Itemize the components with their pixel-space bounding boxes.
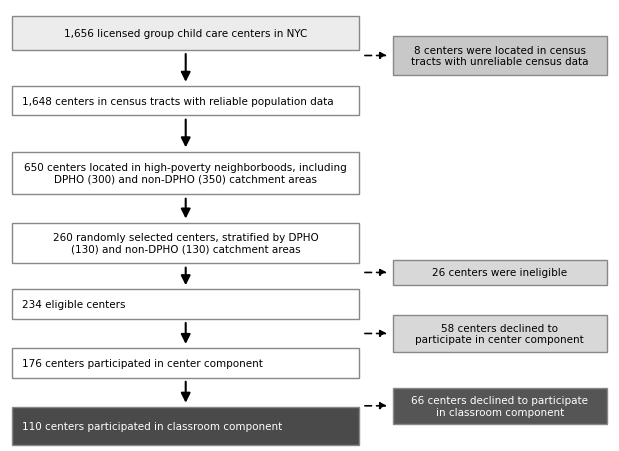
- FancyBboxPatch shape: [393, 316, 607, 352]
- Text: 234 eligible centers: 234 eligible centers: [22, 299, 125, 309]
- FancyBboxPatch shape: [12, 152, 359, 195]
- FancyBboxPatch shape: [12, 407, 359, 446]
- Text: 66 centers declined to participate
in classroom component: 66 centers declined to participate in cl…: [412, 395, 588, 417]
- FancyBboxPatch shape: [12, 348, 359, 378]
- FancyBboxPatch shape: [12, 223, 359, 264]
- FancyBboxPatch shape: [393, 388, 607, 424]
- Text: 260 randomly selected centers, stratified by DPHO
(130) and non-DPHO (130) catch: 260 randomly selected centers, stratifie…: [53, 233, 319, 254]
- Text: 650 centers located in high-poverty neighborboods, including
DPHO (300) and non-: 650 centers located in high-poverty neig…: [24, 163, 347, 184]
- Text: 1,656 licensed group child care centers in NYC: 1,656 licensed group child care centers …: [64, 29, 308, 39]
- FancyBboxPatch shape: [12, 290, 359, 319]
- FancyBboxPatch shape: [12, 17, 359, 51]
- Text: 176 centers participated in center component: 176 centers participated in center compo…: [22, 358, 262, 368]
- FancyBboxPatch shape: [393, 261, 607, 285]
- Text: 26 centers were ineligible: 26 centers were ineligible: [432, 268, 568, 278]
- Text: 110 centers participated in classroom component: 110 centers participated in classroom co…: [22, 421, 282, 431]
- Text: 1,648 centers in census tracts with reliable population data: 1,648 centers in census tracts with reli…: [22, 97, 333, 106]
- FancyBboxPatch shape: [393, 37, 607, 75]
- Text: 8 centers were located in census
tracts with unreliable census data: 8 centers were located in census tracts …: [411, 46, 589, 67]
- Text: 58 centers declined to
participate in center component: 58 centers declined to participate in ce…: [415, 323, 584, 345]
- FancyBboxPatch shape: [12, 87, 359, 116]
